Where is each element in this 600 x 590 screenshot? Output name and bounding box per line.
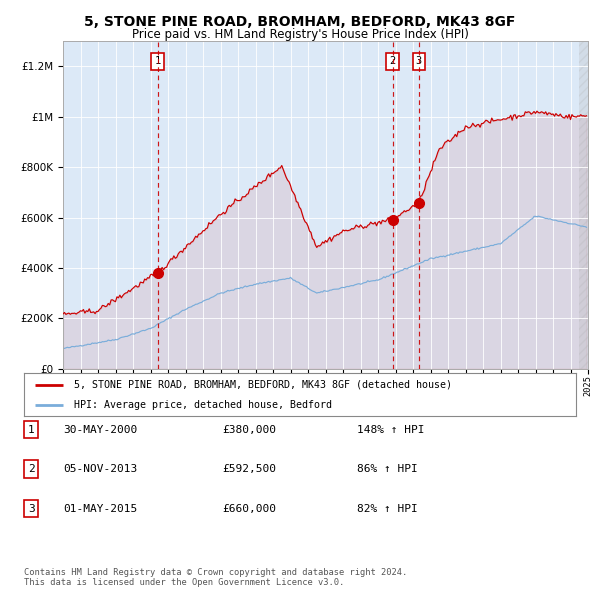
- Text: 5, STONE PINE ROAD, BROMHAM, BEDFORD, MK43 8GF (detached house): 5, STONE PINE ROAD, BROMHAM, BEDFORD, MK…: [74, 380, 452, 390]
- Text: Contains HM Land Registry data © Crown copyright and database right 2024.
This d: Contains HM Land Registry data © Crown c…: [24, 568, 407, 587]
- Text: 3: 3: [416, 57, 422, 67]
- Text: Price paid vs. HM Land Registry's House Price Index (HPI): Price paid vs. HM Land Registry's House …: [131, 28, 469, 41]
- Text: £592,500: £592,500: [222, 464, 276, 474]
- Text: HPI: Average price, detached house, Bedford: HPI: Average price, detached house, Bedf…: [74, 401, 332, 410]
- Text: 82% ↑ HPI: 82% ↑ HPI: [357, 504, 418, 513]
- Text: 1: 1: [28, 425, 35, 434]
- Text: 5, STONE PINE ROAD, BROMHAM, BEDFORD, MK43 8GF: 5, STONE PINE ROAD, BROMHAM, BEDFORD, MK…: [85, 15, 515, 29]
- Text: 05-NOV-2013: 05-NOV-2013: [63, 464, 137, 474]
- Text: 3: 3: [28, 504, 35, 513]
- Text: 86% ↑ HPI: 86% ↑ HPI: [357, 464, 418, 474]
- Text: 148% ↑ HPI: 148% ↑ HPI: [357, 425, 425, 434]
- Text: 2: 2: [389, 57, 396, 67]
- Text: £380,000: £380,000: [222, 425, 276, 434]
- Text: 1: 1: [155, 57, 161, 67]
- Text: 30-MAY-2000: 30-MAY-2000: [63, 425, 137, 434]
- Text: 2: 2: [28, 464, 35, 474]
- Text: £660,000: £660,000: [222, 504, 276, 513]
- Text: 01-MAY-2015: 01-MAY-2015: [63, 504, 137, 513]
